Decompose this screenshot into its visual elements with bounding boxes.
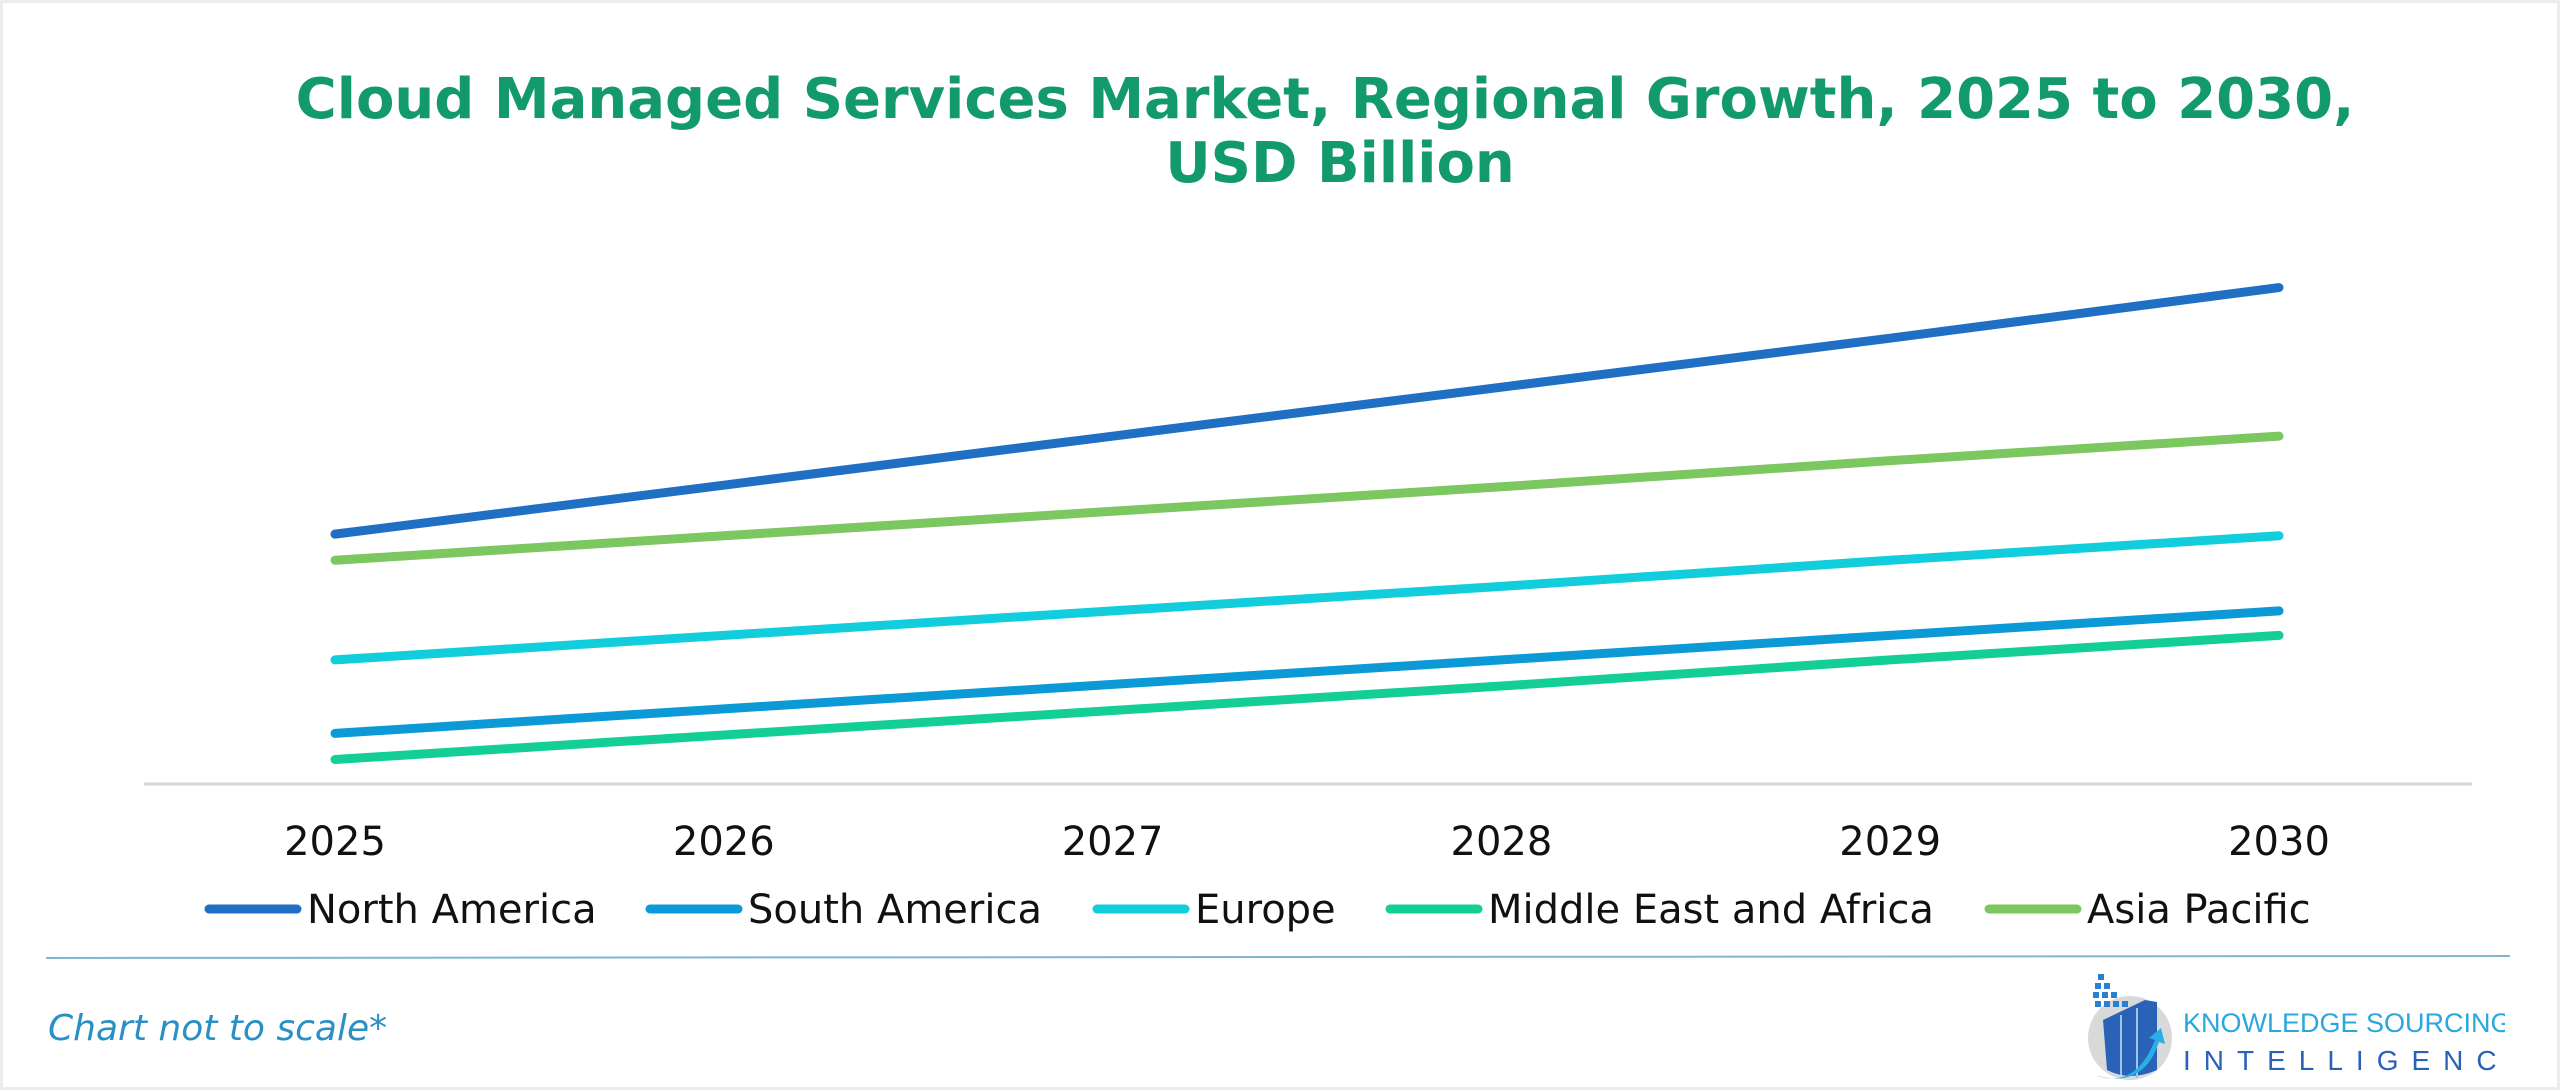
logo-line2: INTELLIGENCE — [2183, 1045, 2505, 1076]
series-line-europe — [330, 531, 2284, 665]
x-tick-label: 2027 — [1062, 819, 1164, 865]
series-line-north-america — [330, 283, 2284, 539]
legend-item: South America — [645, 887, 1042, 933]
chart-title-line2: USD Billion — [1165, 131, 1515, 196]
x-tick-label: 2026 — [673, 819, 775, 865]
series-line-asia-pacific — [330, 431, 2284, 565]
x-tick-label: 2029 — [1839, 819, 1941, 865]
legend-label: Asia Pacific — [2087, 887, 2311, 933]
knowledge-sourcing-logo: KNOWLEDGE SOURCING INTELLIGENCE — [2088, 974, 2505, 1080]
legend-item: Europe — [1092, 887, 1336, 933]
logo-line1: KNOWLEDGE SOURCING — [2183, 1008, 2505, 1038]
series-line-middle-east-and-africa — [330, 630, 2284, 765]
series-line-south-america — [330, 606, 2284, 738]
separator-line — [45, 955, 2511, 959]
legend-label: Middle East and Africa — [1488, 887, 1934, 933]
legend-item: Asia Pacific — [1984, 887, 2311, 933]
legend-item: Middle East and Africa — [1385, 887, 1934, 933]
x-tick-label: 2028 — [1451, 819, 1553, 865]
chart-title: Cloud Managed Services Market, Regional … — [296, 67, 2355, 132]
footnote: Chart not to scale* — [48, 1008, 388, 1049]
legend-label: Europe — [1195, 887, 1336, 933]
x-tick-label: 2025 — [284, 819, 386, 865]
legend-label: North America — [307, 887, 597, 933]
x-tick-label: 2030 — [2228, 819, 2330, 865]
legend-item: North America — [204, 887, 597, 933]
legend-label: South America — [748, 887, 1042, 933]
